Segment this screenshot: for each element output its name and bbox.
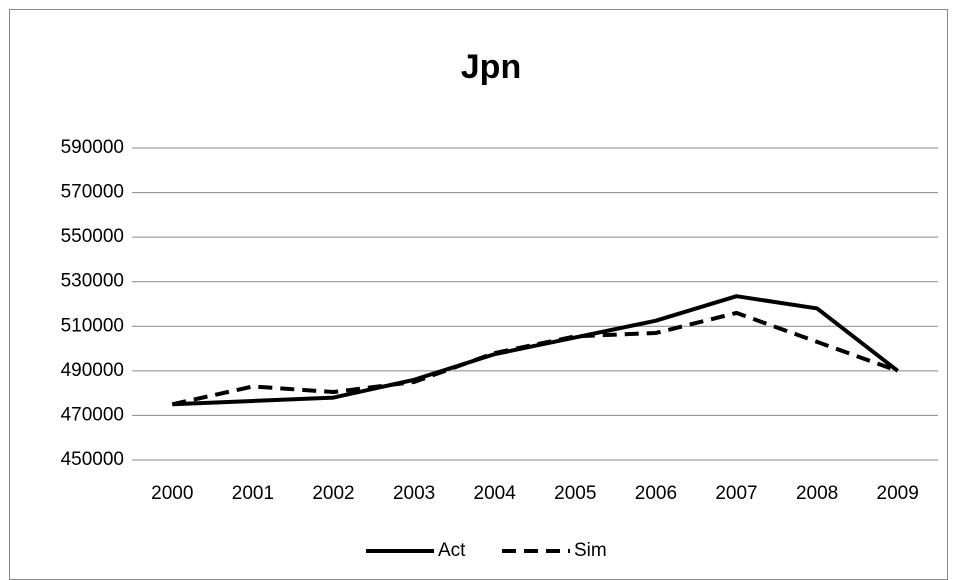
x-tick-label: 2000 <box>151 483 193 504</box>
x-tick-label: 2008 <box>796 483 838 504</box>
y-tick-label: 510000 <box>61 315 124 336</box>
x-tick-label: 2007 <box>715 483 757 504</box>
x-tick-label: 2002 <box>312 483 354 504</box>
y-tick-label: 570000 <box>61 182 124 203</box>
legend-label: Sim <box>574 540 607 561</box>
y-tick-label: 590000 <box>61 137 124 158</box>
x-tick-label: 2003 <box>393 483 435 504</box>
y-tick-label: 450000 <box>61 449 124 470</box>
x-tick-label: 2009 <box>877 483 919 504</box>
x-tick-label: 2006 <box>635 483 677 504</box>
y-tick-label: 470000 <box>61 404 124 425</box>
y-tick-label: 530000 <box>61 271 124 292</box>
data-line <box>172 294 899 407</box>
data-line <box>171 310 899 407</box>
legend-label: Act <box>438 540 466 561</box>
x-tick-label: 2001 <box>232 483 274 504</box>
y-tick-label: 490000 <box>61 360 124 381</box>
chart-frame <box>9 9 948 580</box>
x-tick-label: 2004 <box>474 483 517 504</box>
x-tick-label: 2005 <box>554 483 596 504</box>
y-tick-label: 550000 <box>61 226 124 247</box>
chart-title: Jpn <box>461 48 521 86</box>
